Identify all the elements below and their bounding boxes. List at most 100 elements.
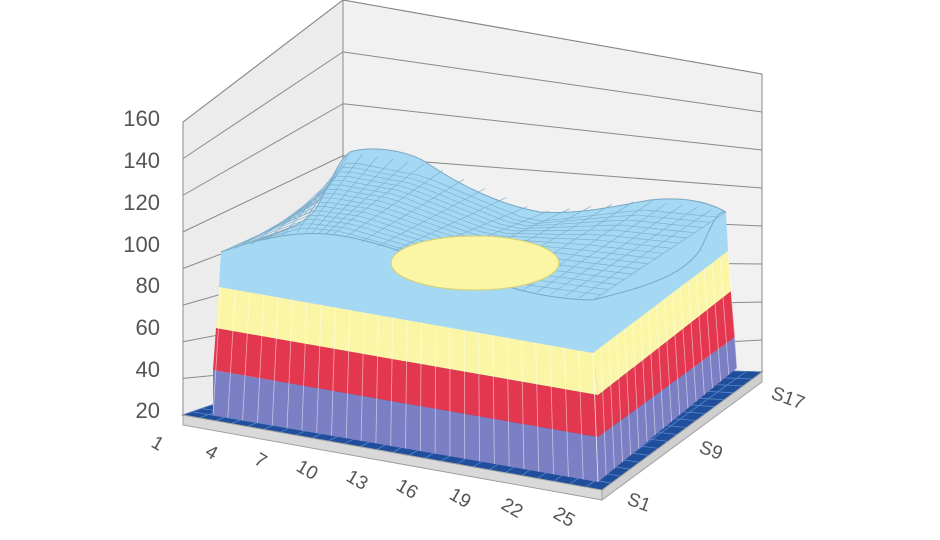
surface-gridline bbox=[478, 199, 500, 209]
surface-gridline bbox=[359, 206, 371, 210]
face-gridlines bbox=[212, 250, 738, 483]
surface-gridline bbox=[327, 225, 336, 227]
surface-gridline bbox=[339, 203, 350, 206]
face-gridline bbox=[521, 340, 525, 470]
surface-gridline bbox=[314, 189, 324, 200]
face-gridline bbox=[632, 322, 640, 449]
surface-gridline bbox=[358, 163, 374, 167]
surface-gridline bbox=[680, 230, 695, 234]
yellow-contour bbox=[390, 235, 560, 291]
surface-gridline bbox=[362, 178, 376, 182]
surface-gridline bbox=[265, 225, 277, 233]
z-axis-ticks: 20 40 60 80 100 120 140 160 bbox=[123, 106, 160, 423]
surface-gridline bbox=[403, 219, 422, 227]
surface-gridline bbox=[558, 288, 573, 292]
x-tick-label: 1 bbox=[148, 432, 168, 455]
z-tick-label: 140 bbox=[123, 148, 160, 173]
surface-gridline bbox=[562, 216, 584, 220]
surface-gridline bbox=[337, 230, 351, 235]
surface-gridline bbox=[379, 216, 398, 224]
surface-gridline bbox=[331, 211, 341, 214]
surface-gridline bbox=[306, 199, 316, 209]
z-tick-label: 80 bbox=[136, 273, 160, 298]
surface-gridline bbox=[369, 199, 381, 202]
wall-gridline bbox=[342, 103, 763, 151]
surface-gridline bbox=[358, 182, 372, 186]
surface-gridline bbox=[241, 240, 257, 246]
surface-gridline bbox=[459, 223, 480, 232]
surface-gridline bbox=[226, 244, 242, 250]
surface-gridline bbox=[332, 197, 344, 201]
surface-gridline bbox=[348, 176, 363, 180]
surface-gridline bbox=[360, 179, 465, 243]
face-gridline bbox=[492, 335, 495, 464]
surface-gridline bbox=[278, 224, 293, 231]
surface-gridline bbox=[359, 215, 374, 221]
surface-gridline bbox=[465, 204, 487, 214]
wall-gridline bbox=[182, 0, 344, 123]
surface-gridline bbox=[323, 182, 332, 194]
surface-gridline bbox=[419, 191, 440, 201]
surface-gridline bbox=[270, 222, 282, 231]
surface-gridline bbox=[499, 223, 521, 229]
surface-gridline bbox=[580, 238, 600, 241]
surface-gridline bbox=[610, 277, 625, 280]
x-tick-label: 25 bbox=[550, 503, 579, 532]
surface-gridline bbox=[544, 246, 566, 249]
face-gridline bbox=[640, 316, 648, 442]
surface-gridline bbox=[318, 214, 328, 217]
surface-gridline bbox=[598, 251, 613, 254]
surface-gridline bbox=[292, 210, 302, 221]
surface-gridline bbox=[281, 216, 292, 226]
surface-gridline bbox=[572, 290, 587, 294]
surface-gridline bbox=[391, 193, 409, 200]
surface-gridline bbox=[620, 248, 635, 251]
surface-gridline bbox=[393, 179, 408, 183]
surface-gridline bbox=[427, 222, 447, 230]
surface-gridline bbox=[641, 256, 656, 259]
surface-gridline bbox=[637, 214, 653, 217]
surface-gridline bbox=[273, 222, 287, 229]
surface-gridline bbox=[597, 263, 612, 266]
surface-gridline bbox=[612, 253, 628, 256]
face-gridline bbox=[687, 280, 697, 402]
surface-gridline bbox=[319, 186, 328, 197]
surface-gridline bbox=[325, 161, 409, 235]
surface-gridline bbox=[335, 193, 347, 197]
surface-gridline bbox=[369, 208, 386, 214]
surface-gridline bbox=[384, 212, 404, 220]
surface-gridline bbox=[274, 228, 289, 234]
surface-gridline bbox=[237, 239, 252, 245]
surface-gridline bbox=[340, 213, 351, 216]
surface-gridline bbox=[604, 258, 620, 261]
surface-gridline bbox=[390, 240, 408, 246]
surface-gridline bbox=[695, 220, 711, 223]
surface-gridline bbox=[440, 216, 461, 225]
surface-gridline bbox=[610, 219, 630, 222]
surface-gridline bbox=[315, 228, 324, 230]
surface-gridline bbox=[403, 172, 419, 176]
surface-gridline bbox=[353, 201, 365, 204]
surface-gridline bbox=[397, 222, 416, 230]
surface-gridline bbox=[446, 213, 467, 222]
surface-gridline bbox=[408, 198, 428, 208]
surface-gridline bbox=[611, 265, 626, 268]
face-gridline bbox=[535, 342, 540, 472]
surface-gridline bbox=[350, 233, 368, 240]
surface-gridline bbox=[445, 196, 467, 206]
surface-gridline bbox=[599, 239, 614, 243]
surface-gridline bbox=[536, 202, 668, 293]
surface-gridline bbox=[409, 216, 429, 224]
surface-gridline bbox=[364, 202, 376, 206]
surface-gridline bbox=[453, 210, 474, 220]
face-gridline bbox=[648, 310, 656, 436]
surface-gridline bbox=[373, 219, 392, 227]
surface-gridline bbox=[246, 237, 261, 243]
surface-gridline bbox=[617, 214, 638, 217]
band-0-40-right bbox=[598, 337, 737, 482]
surface-gridline bbox=[292, 219, 307, 226]
surface-gridline bbox=[681, 219, 696, 222]
surface-gridline bbox=[539, 237, 560, 239]
surface-gridline bbox=[436, 181, 458, 191]
surface-gridline bbox=[589, 220, 611, 223]
